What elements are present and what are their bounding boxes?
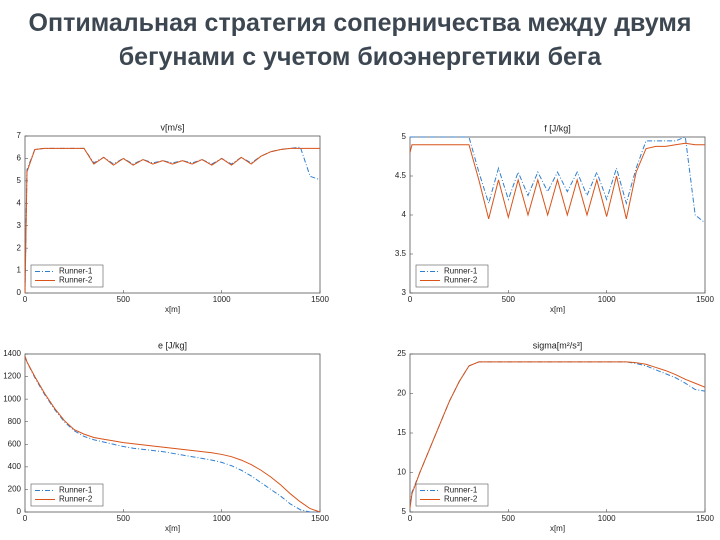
- slide-title: Оптимальная стратегия соперничества межд…: [28, 9, 692, 71]
- y-tick-label: 6: [17, 154, 22, 163]
- legend-label: Runner-2: [444, 495, 478, 504]
- data-line: [24, 356, 321, 513]
- x-tick-label: 1000: [213, 295, 231, 304]
- x-axis-label: x[m]: [550, 524, 565, 533]
- y-tick-label: 3: [402, 288, 407, 297]
- y-tick-label: 4.5: [395, 171, 407, 180]
- x-tick-label: 1000: [213, 514, 231, 523]
- x-tick-label: 0: [408, 295, 413, 304]
- x-tick-label: 500: [117, 295, 131, 304]
- y-tick-label: 25: [397, 349, 406, 358]
- x-tick-label: 0: [23, 514, 28, 523]
- chart-title: e [J/kg]: [158, 340, 187, 350]
- x-axis-label: x[m]: [165, 524, 180, 533]
- x-tick-label: 1500: [311, 295, 329, 304]
- x-axis-label: x[m]: [165, 305, 180, 314]
- y-tick-label: 1200: [3, 372, 21, 381]
- y-tick-label: 3: [17, 221, 22, 230]
- legend-box: [30, 483, 104, 507]
- y-tick-label: 4: [402, 210, 407, 219]
- legend-label: Runner-1: [59, 486, 93, 495]
- x-tick-label: 1500: [696, 514, 714, 523]
- legend-box: [415, 483, 489, 507]
- x-tick-label: 1000: [598, 295, 616, 304]
- legend-label: Runner-1: [444, 486, 478, 495]
- y-tick-label: 0: [17, 288, 22, 297]
- legend-label: Runner-1: [444, 267, 478, 276]
- legend-label: Runner-2: [59, 276, 93, 285]
- y-tick-label: 600: [8, 439, 22, 448]
- chart-title: sigma[m²/s³]: [533, 340, 583, 350]
- y-tick-label: 4: [17, 198, 22, 207]
- y-tick-label: 10: [397, 468, 406, 477]
- x-tick-label: 500: [502, 295, 516, 304]
- x-tick-label: 1500: [696, 295, 714, 304]
- data-line: [409, 361, 706, 509]
- x-tick-label: 0: [23, 295, 28, 304]
- y-tick-label: 5: [17, 176, 22, 185]
- legend-label: Runner-1: [59, 267, 93, 276]
- y-tick-label: 0: [17, 507, 22, 516]
- legend-box: [30, 264, 104, 288]
- chart-title: f [J/kg]: [544, 123, 571, 133]
- x-tick-label: 1500: [311, 514, 329, 523]
- x-tick-label: 500: [502, 514, 516, 523]
- x-tick-label: 1000: [598, 514, 616, 523]
- y-tick-label: 1000: [3, 394, 21, 403]
- y-tick-label: 400: [8, 462, 22, 471]
- x-axis-label: x[m]: [550, 305, 565, 314]
- y-tick-label: 5: [402, 507, 407, 516]
- legend-label: Runner-2: [444, 276, 478, 285]
- y-tick-label: 5: [402, 132, 407, 141]
- chart-title: v[m/s]: [161, 122, 185, 132]
- y-tick-label: 20: [397, 389, 406, 398]
- y-tick-label: 15: [397, 428, 406, 437]
- legend-box: [415, 264, 489, 288]
- y-tick-label: 2: [17, 243, 22, 252]
- data-line: [410, 136, 706, 224]
- y-tick-label: 1400: [3, 349, 21, 358]
- data-line: [409, 142, 705, 220]
- y-tick-label: 200: [8, 485, 22, 494]
- y-tick-label: 3.5: [395, 249, 407, 258]
- x-tick-label: 0: [408, 514, 413, 523]
- y-tick-label: 1: [17, 266, 22, 275]
- y-tick-label: 800: [8, 417, 22, 426]
- y-tick-label: 7: [17, 131, 22, 140]
- legend-label: Runner-2: [59, 495, 93, 504]
- data-line: [24, 147, 320, 294]
- x-tick-label: 500: [117, 514, 131, 523]
